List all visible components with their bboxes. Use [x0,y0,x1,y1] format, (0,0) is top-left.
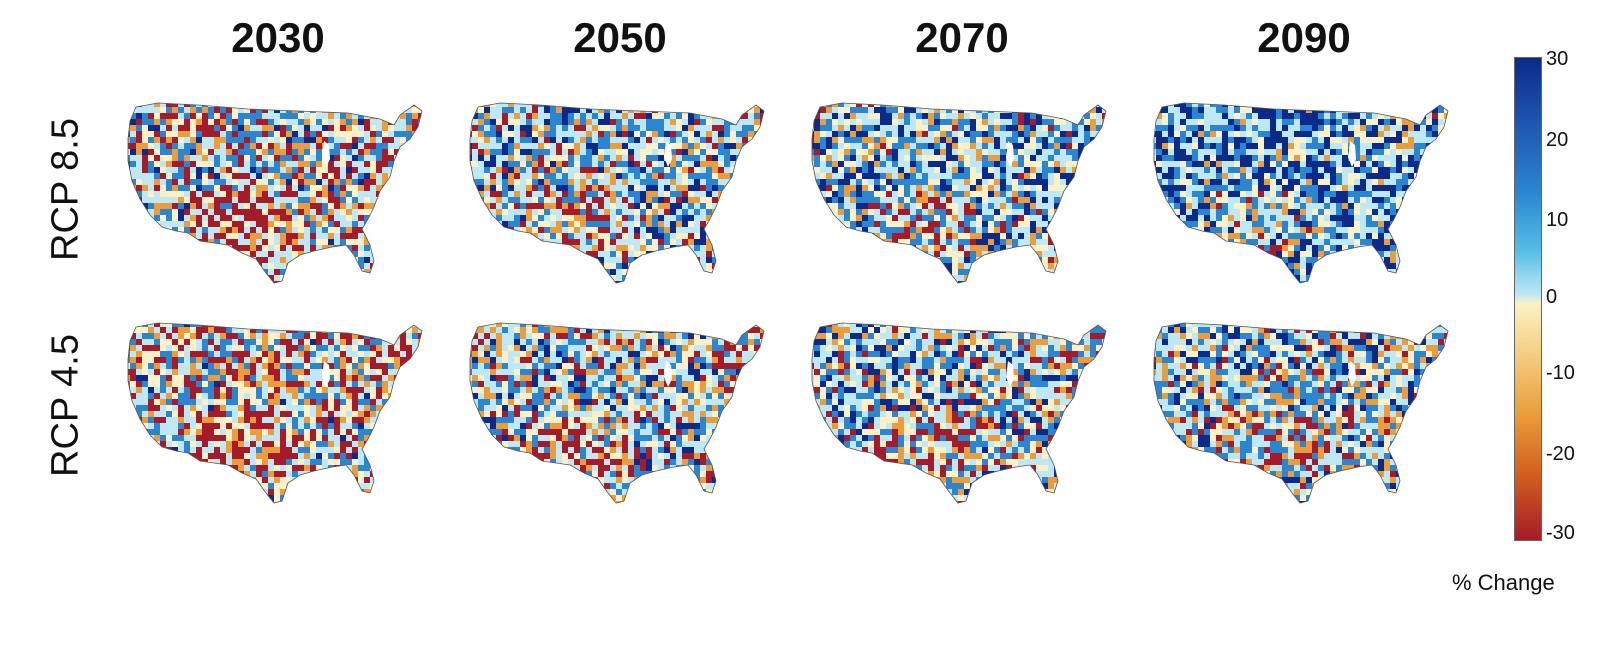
great-lakes-shape [664,361,672,387]
map-rcp85-2090 [1144,95,1474,295]
us-map-svg [811,322,1107,504]
map-fill [812,103,1106,283]
map-fill [1154,323,1448,503]
column-title-2070: 2070 [915,14,1009,61]
colorbar-tick: 10 [1546,209,1569,231]
us-outline [1153,102,1449,284]
map-rcp85-2030 [118,95,448,295]
colorbar-tick: -10 [1546,362,1575,384]
us-outline [127,102,423,284]
great-lakes-shape [1348,141,1356,167]
map-rcp45-2030 [118,315,448,515]
us-outline [127,322,423,504]
us-outline [811,322,1107,504]
colorbar-tick: -20 [1546,443,1575,465]
us-outline [1153,322,1449,504]
map-rcp85-2070 [802,95,1132,295]
great-lakes-shape [1006,361,1014,387]
colorbar-label: % Change [1452,570,1555,595]
map-fill [470,323,764,503]
map-rcp45-2050 [460,315,790,515]
map-rcp45-2090 [1144,315,1474,515]
colorbar-tick: -30 [1546,522,1575,544]
great-lakes-shape [1006,141,1014,167]
us-map-svg [127,322,423,504]
us-map-svg [469,322,765,504]
great-lakes-shape [322,361,330,387]
column-title-2030: 2030 [231,14,325,61]
colorbar-tick: 30 [1546,48,1569,70]
us-map-svg [1153,322,1449,504]
us-map-svg [811,102,1107,284]
map-fill [128,103,422,283]
colorbar-tick: 20 [1546,129,1569,151]
map-rcp45-2070 [802,315,1132,515]
row-label-rcp45: RCP 4.5 [44,334,87,477]
map-fill [128,323,422,503]
colorbar-tick: 0 [1546,286,1558,308]
us-outline [811,102,1107,284]
column-title-2050: 2050 [573,14,667,61]
map-fill [1154,103,1448,283]
column-title-2090: 2090 [1257,14,1351,61]
us-map-svg [127,102,423,284]
us-map-svg [469,102,765,284]
map-fill [470,103,764,283]
us-outline [469,322,765,504]
map-fill [812,323,1106,503]
great-lakes-shape [1348,361,1356,387]
colorbar [1514,57,1542,541]
great-lakes-shape [664,141,672,167]
us-map-svg [1153,102,1449,284]
us-outline [469,102,765,284]
map-rcp85-2050 [460,95,790,295]
row-label-rcp85: RCP 8.5 [44,118,87,261]
great-lakes-shape [322,141,330,167]
